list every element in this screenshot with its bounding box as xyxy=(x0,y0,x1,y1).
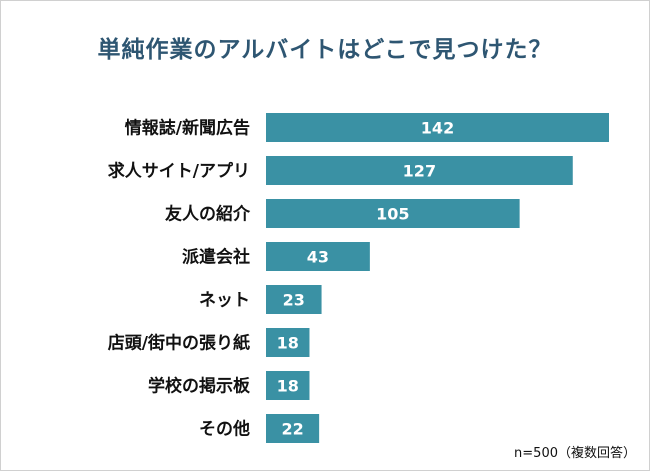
value-label-3: 105 xyxy=(376,205,409,224)
bar-8 xyxy=(266,414,320,443)
value-label-8: 22 xyxy=(281,420,303,439)
bar-4 xyxy=(266,242,370,271)
category-label-2: 求人サイト/アプリ xyxy=(108,161,250,182)
category-label-5: ネット xyxy=(199,291,250,311)
bar-6 xyxy=(266,328,310,357)
bar-3 xyxy=(266,199,520,228)
category-label-6: 店頭/街中の張り紙 xyxy=(108,333,250,354)
category-label-8: その他 xyxy=(199,419,250,440)
value-label-7: 18 xyxy=(277,377,299,396)
category-label-7: 学校の掲示板 xyxy=(148,376,251,397)
category-label-4: 派遣会社 xyxy=(182,247,250,268)
value-label-6: 18 xyxy=(277,334,299,353)
chart-title: 単純作業のアルバイトはどこで見つけた？ xyxy=(97,37,553,63)
bar-7 xyxy=(266,371,310,400)
bar-2 xyxy=(266,156,573,185)
category-label-1: 情報誌/新聞広告 xyxy=(125,118,250,139)
value-label-5: 23 xyxy=(283,291,305,310)
sample-size-note: n=500（複数回答） xyxy=(514,446,636,461)
value-label-2: 127 xyxy=(403,162,436,181)
value-label-1: 142 xyxy=(421,119,454,138)
value-label-4: 43 xyxy=(307,248,329,267)
category-label-3: 友人の紹介 xyxy=(165,204,251,225)
bar-5 xyxy=(266,285,322,314)
bar-1 xyxy=(266,113,609,142)
